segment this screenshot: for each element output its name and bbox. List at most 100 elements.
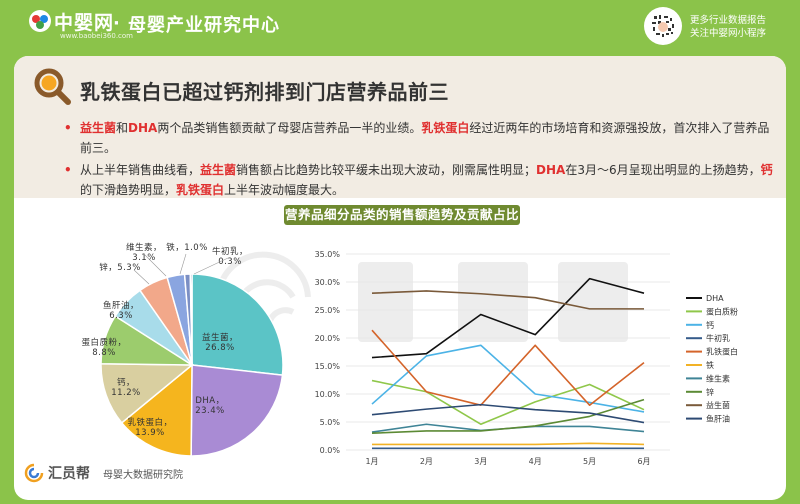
pie-label-name: 钙，: [117, 377, 135, 388]
series-line: [371, 403, 645, 424]
pie-label: 钙， 11.2%: [111, 377, 141, 398]
bullet-1: • 益生菌和DHA两个品类销售额贡献了母婴店营养品一半的业绩。乳铁蛋白经过近两年…: [64, 118, 774, 158]
pie-label-name: DHA，: [195, 396, 224, 406]
pie-label-value: 11.2%: [111, 388, 141, 398]
pie-label: 维生素， 3.1%: [126, 242, 162, 263]
x-tick-label: 1月: [365, 457, 378, 466]
legend-label: 钙: [706, 320, 714, 330]
legend-label: DHA: [706, 294, 724, 303]
pie-label-value: 0.3%: [218, 257, 242, 267]
pie-label-value: 8.8%: [92, 348, 116, 358]
pie-label-name: 维生素，: [126, 242, 162, 253]
pie-label-value: 26.8%: [205, 343, 235, 353]
qr-code-icon[interactable]: [644, 7, 682, 45]
header-bar: 中婴网 www.baobei360.com · 母婴产业研究中心 更多行业数据报…: [0, 0, 800, 50]
series-line: [371, 290, 644, 310]
highlight-calcium: 钙: [760, 163, 773, 177]
bullet-dot: •: [64, 163, 72, 177]
pie-label: DHA， 23.4%: [195, 396, 225, 416]
series-line: [371, 379, 645, 426]
page-title: 乳铁蛋白已超过钙剂排到门店营养品前三: [80, 80, 449, 104]
pie-leader-line: [193, 257, 229, 275]
bullet-2-text: 从上半年销售曲线看，: [80, 163, 201, 177]
pie-label: 锌，5.3%: [99, 262, 141, 273]
legend-label: 维生素: [706, 373, 730, 383]
pie-label: 铁，1.0%: [166, 242, 208, 253]
y-tick-label: 10.0%: [315, 390, 341, 399]
pie-slice: [120, 363, 193, 457]
highlight-dha: DHA: [536, 163, 566, 177]
pie-slice: [100, 362, 195, 424]
pie-label-name: 益生菌，: [202, 332, 238, 343]
pie-label-name: 牛初乳，: [212, 246, 248, 257]
bullet-1-text: 和: [116, 121, 129, 135]
pie-slice: [190, 364, 284, 457]
header-separator: ·: [113, 13, 120, 34]
pie-label: 益生菌， 26.8%: [202, 332, 238, 353]
summary-bullets: • 益生菌和DHA两个品类销售额贡献了母婴店营养品一半的业绩。乳铁蛋白经过近两年…: [64, 118, 774, 202]
header-title: 母婴产业研究中心: [128, 15, 280, 36]
legend-label: 鱼肝油: [706, 414, 730, 424]
y-tick-label: 20.0%: [315, 334, 341, 343]
bullet-dot: •: [64, 121, 72, 135]
bullet-2: • 从上半年销售曲线看，益生菌销售额占比趋势比较平缓未出现大波动，刚需属性明显；…: [64, 160, 774, 200]
legend-label: 益生菌: [706, 400, 730, 410]
series-line: [371, 329, 645, 407]
pie-label-name: 蛋白质粉，: [81, 337, 126, 348]
pie-label: 蛋白质粉， 8.8%: [81, 337, 126, 358]
pie-label: 乳铁蛋白， 13.9%: [127, 417, 172, 438]
y-tick-label: 30.0%: [315, 278, 341, 287]
chart-canvas: 益生菌， 26.8% DHA， 23.4% 乳铁蛋白， 13.9% 钙， 11.2% 蛋白质粉，…: [81, 242, 738, 466]
y-tick-label: 0.0%: [320, 446, 341, 455]
x-tick-label: 6月: [637, 457, 650, 466]
bullet-2-text: 的下滑趋势明显，: [80, 183, 177, 197]
pie-label-value: 3.1%: [132, 253, 156, 263]
highlight-lactoferrin: 乳铁蛋白: [176, 183, 225, 197]
x-tick-label: 4月: [529, 457, 542, 466]
zhongying-logo-icon: [29, 10, 51, 32]
bullet-2-text: 上半年波动幅度最大。: [224, 183, 345, 197]
bullet-1-text: 经过近两年的市场培育和资源强投放，首次排入了营养品前三。: [80, 121, 770, 155]
series-line: [371, 398, 645, 434]
highlight-lactoferrin: 乳铁蛋白: [421, 121, 470, 135]
pie-label: 牛初乳， 0.3%: [212, 246, 248, 267]
pie-label-value: 23.4%: [195, 406, 225, 416]
x-tick-label: 3月: [474, 457, 487, 466]
legend-label: 铁: [706, 360, 714, 370]
logo-text: 中婴网: [54, 12, 115, 34]
highlight-dha: DHA: [128, 121, 158, 135]
main-panel: 乳铁蛋白已超过钙剂排到门店营养品前三 • 益生菌和DHA两个品类销售额贡献了母婴…: [14, 56, 786, 500]
legend-label: 锌: [706, 387, 714, 397]
bullet-2-text: 在3月～6月呈现出明显的上扬趋势，: [565, 163, 761, 177]
legend-label: 乳铁蛋白: [706, 347, 738, 357]
qr-caption: 更多行业数据报告 关注中婴网小程序: [690, 14, 766, 40]
pie-leader-line: [143, 253, 167, 277]
bullet-2-text: 销售额占比趋势比较平缓未出现大波动，刚需属性明显；: [236, 163, 537, 177]
pie-label-name: 鱼肝油，: [103, 300, 139, 311]
logo-url: www.baobei360.com: [60, 32, 134, 40]
footer-brand: 汇员帮: [48, 466, 90, 482]
y-tick-label: 25.0%: [315, 306, 341, 315]
highlight-probiotics: 益生菌: [80, 121, 117, 135]
pie-slice: [189, 273, 193, 366]
qr-caption-line2: 关注中婴网小程序: [690, 28, 767, 39]
legend-label: 牛初乳: [706, 333, 730, 343]
pie-slice: [191, 273, 284, 376]
x-tick-label: 2月: [420, 457, 433, 466]
pie-leader-line: [179, 253, 187, 275]
series-line: [372, 442, 645, 446]
bullet-1-text: 两个品类销售额贡献了母婴店营养品一半的业绩。: [157, 121, 422, 135]
magnifier-icon: [34, 68, 71, 105]
highlight-probiotics: 益生菌: [200, 163, 237, 177]
y-tick-label: 5.0%: [320, 418, 341, 427]
x-tick-label: 5月: [583, 457, 596, 466]
line-chart: 0.0% 5.0% 10.0% 15.0% 20.0% 25.0% 30.0% 35.0% 1月…: [315, 250, 738, 466]
qr-caption-line1: 更多行业数据报告: [690, 15, 767, 26]
pie-chart: 益生菌， 26.8% DHA， 23.4% 乳铁蛋白， 13.9% 钙， 11.2% 蛋白质粉，…: [81, 242, 284, 457]
series-line: [371, 277, 645, 359]
footer-org: 母婴大数据研究院: [103, 470, 183, 481]
pie-label-value: 6.3%: [109, 311, 133, 321]
series-line: [371, 344, 645, 413]
y-tick-label: 35.0%: [315, 250, 341, 259]
pie-label: 鱼肝油， 6.3%: [103, 300, 139, 321]
